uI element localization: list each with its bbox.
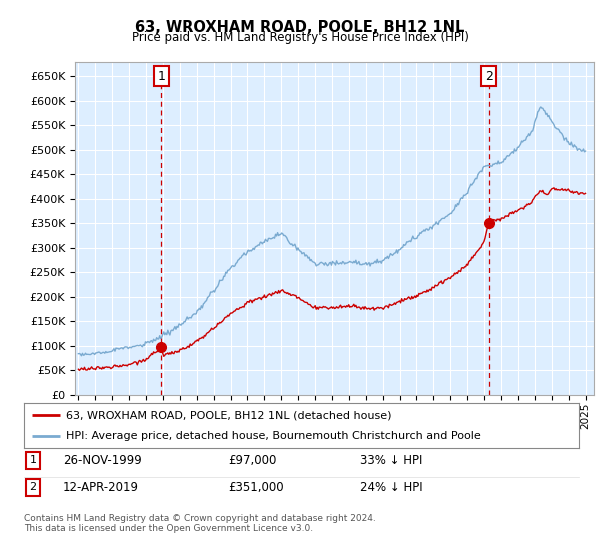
Text: 63, WROXHAM ROAD, POOLE, BH12 1NL: 63, WROXHAM ROAD, POOLE, BH12 1NL: [136, 20, 464, 35]
Text: 12-APR-2019: 12-APR-2019: [63, 480, 139, 494]
Text: Contains HM Land Registry data © Crown copyright and database right 2024.
This d: Contains HM Land Registry data © Crown c…: [24, 514, 376, 534]
Text: 1: 1: [29, 455, 37, 465]
Text: 1: 1: [157, 70, 165, 83]
Text: 2: 2: [29, 482, 37, 492]
Text: 63, WROXHAM ROAD, POOLE, BH12 1NL (detached house): 63, WROXHAM ROAD, POOLE, BH12 1NL (detac…: [65, 410, 391, 421]
Text: 2: 2: [485, 70, 493, 83]
Text: HPI: Average price, detached house, Bournemouth Christchurch and Poole: HPI: Average price, detached house, Bour…: [65, 431, 481, 441]
Text: 26-NOV-1999: 26-NOV-1999: [63, 454, 142, 467]
Text: £97,000: £97,000: [228, 454, 277, 467]
Text: Price paid vs. HM Land Registry's House Price Index (HPI): Price paid vs. HM Land Registry's House …: [131, 31, 469, 44]
Text: 33% ↓ HPI: 33% ↓ HPI: [360, 454, 422, 467]
Text: 24% ↓ HPI: 24% ↓ HPI: [360, 480, 422, 494]
Text: £351,000: £351,000: [228, 480, 284, 494]
